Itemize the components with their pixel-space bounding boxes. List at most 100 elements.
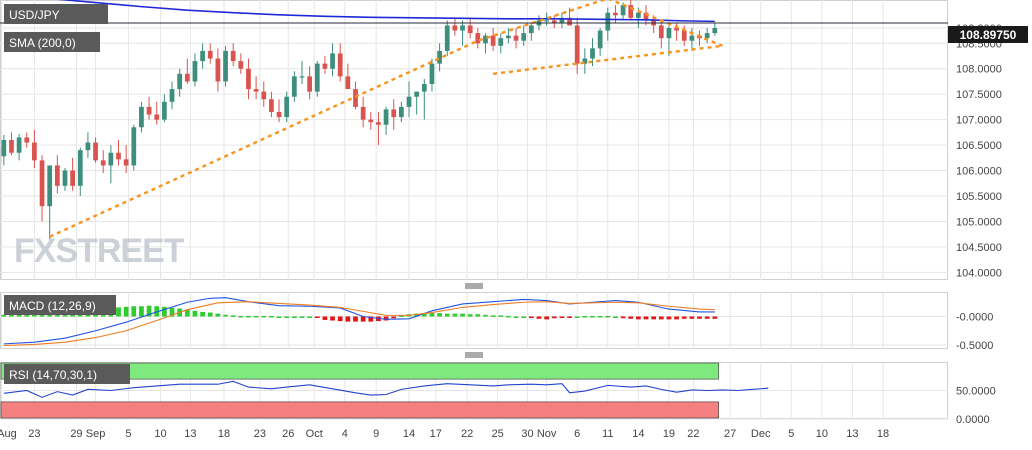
symbol-label[interactable]: USD/JPY — [4, 4, 108, 24]
macd-histogram-bar — [559, 316, 565, 319]
rsi-y-tick-label: 0.0000 — [956, 414, 990, 426]
price-y-tick-label: 107.0000 — [956, 115, 1002, 127]
candle-body — [475, 33, 481, 44]
macd-histogram-bar — [261, 315, 267, 318]
x-tick-label: 23 — [254, 428, 266, 440]
candle-body — [582, 58, 588, 64]
x-tick-label: Oct — [306, 428, 323, 440]
macd-histogram-bar — [437, 313, 442, 317]
price-tag: 108.89750 — [948, 26, 1028, 43]
macd-histogram-bar — [567, 316, 572, 319]
macd-histogram-bar — [291, 316, 297, 319]
x-tick-label: Aug — [0, 428, 17, 440]
candle-body — [284, 96, 290, 118]
x-tick-label: 5 — [125, 428, 131, 440]
macd-histogram-bar — [475, 314, 481, 317]
x-tick-label: 9 — [373, 428, 379, 440]
macd-histogram-bar — [574, 316, 580, 319]
candle-body — [314, 63, 320, 92]
macd-histogram-bar — [506, 315, 511, 318]
candle-body — [24, 137, 30, 143]
macd-histogram-bar — [483, 314, 488, 317]
macd-histogram-bar — [1, 314, 7, 317]
macd-histogram-bar — [498, 315, 504, 317]
candle-body — [513, 35, 519, 41]
x-tick-label: 17 — [430, 428, 442, 440]
macd-histogram-bar — [383, 316, 389, 321]
x-tick-label: 30 — [521, 428, 533, 440]
candle-body — [39, 160, 45, 207]
macd-histogram-bar — [551, 316, 557, 319]
signal-line — [3, 301, 715, 347]
candle-body — [291, 76, 297, 97]
x-tick-label: 29 — [70, 428, 82, 440]
candle-body — [368, 119, 374, 123]
candle-body — [437, 50, 442, 64]
macd-histogram-bar — [643, 316, 649, 320]
macd-line — [3, 297, 715, 345]
candle-body — [276, 112, 282, 118]
rsi-label[interactable]: RSI (14,70,30,1) — [4, 364, 130, 384]
macd-histogram-bar — [544, 316, 549, 320]
candle-body — [483, 35, 488, 44]
macd-histogram-bar — [192, 310, 198, 317]
candle-body — [376, 122, 381, 125]
price-frame — [0, 0, 948, 280]
x-tick-label: 10 — [816, 428, 828, 440]
price-y-tick-label: 104.5000 — [956, 242, 1002, 254]
candle-body — [32, 142, 37, 161]
macd-histogram-bar — [429, 313, 435, 317]
macd-y-tick-label: -0.0000 — [956, 312, 993, 324]
candle-body — [131, 127, 137, 166]
macd-histogram-bar — [353, 316, 358, 322]
macd-histogram-bar — [368, 316, 374, 322]
candle-body — [100, 160, 106, 166]
macd-histogram-bar — [253, 315, 259, 318]
candle-body — [85, 142, 91, 151]
candle-body — [383, 109, 389, 125]
candle-body — [9, 140, 14, 153]
macd-histogram-bar — [223, 314, 228, 317]
price-y-tick-label: 104.0000 — [956, 267, 1002, 279]
candle-body — [253, 89, 259, 92]
sma-label[interactable]: SMA (200,0) — [4, 32, 100, 52]
price-y-tick-label: 106.0000 — [956, 166, 1002, 178]
candle-body — [613, 12, 618, 16]
candle-body — [712, 28, 718, 34]
rsi-resize-handle[interactable] — [465, 352, 483, 358]
macd-histogram-bar — [490, 315, 496, 317]
candle-body — [689, 35, 695, 41]
macd-histogram-bar — [391, 316, 397, 319]
candle-body — [521, 33, 527, 41]
candle-body — [169, 89, 175, 102]
x-tick-label: 14 — [403, 428, 415, 440]
macd-histogram-bar — [414, 313, 420, 317]
sma-label-text: SMA (200,0) — [9, 36, 76, 50]
x-tick-label: 13 — [846, 428, 858, 440]
watermark: FXSTREET — [14, 232, 185, 270]
macd-histogram-bar — [704, 316, 710, 319]
candle-body — [399, 106, 404, 118]
candle-body — [567, 17, 572, 26]
macd-histogram-bar — [444, 313, 450, 317]
candle-body — [605, 12, 611, 31]
macd-histogram-bar — [712, 316, 718, 319]
macd-histogram-bar — [628, 316, 634, 319]
candle-body — [666, 28, 672, 39]
macd-histogram-bar — [689, 316, 695, 319]
macd-resize-handle[interactable] — [465, 283, 483, 289]
candle-body — [628, 5, 634, 18]
x-tick-label: 23 — [28, 428, 40, 440]
macd-histogram-bar — [116, 307, 121, 317]
candle-body — [360, 106, 366, 120]
candle-body — [337, 53, 343, 77]
candle-body — [70, 170, 75, 186]
rsi-bands — [0, 362, 719, 419]
macd-histogram-bar — [330, 316, 335, 321]
macd-histogram-bar — [345, 316, 351, 322]
x-tick-label: 22 — [461, 428, 473, 440]
macd-histogram-bar — [536, 316, 542, 319]
price-panel — [0, 0, 948, 240]
macd-label[interactable]: MACD (12,26,9) — [4, 295, 116, 315]
candle-body — [620, 5, 626, 16]
